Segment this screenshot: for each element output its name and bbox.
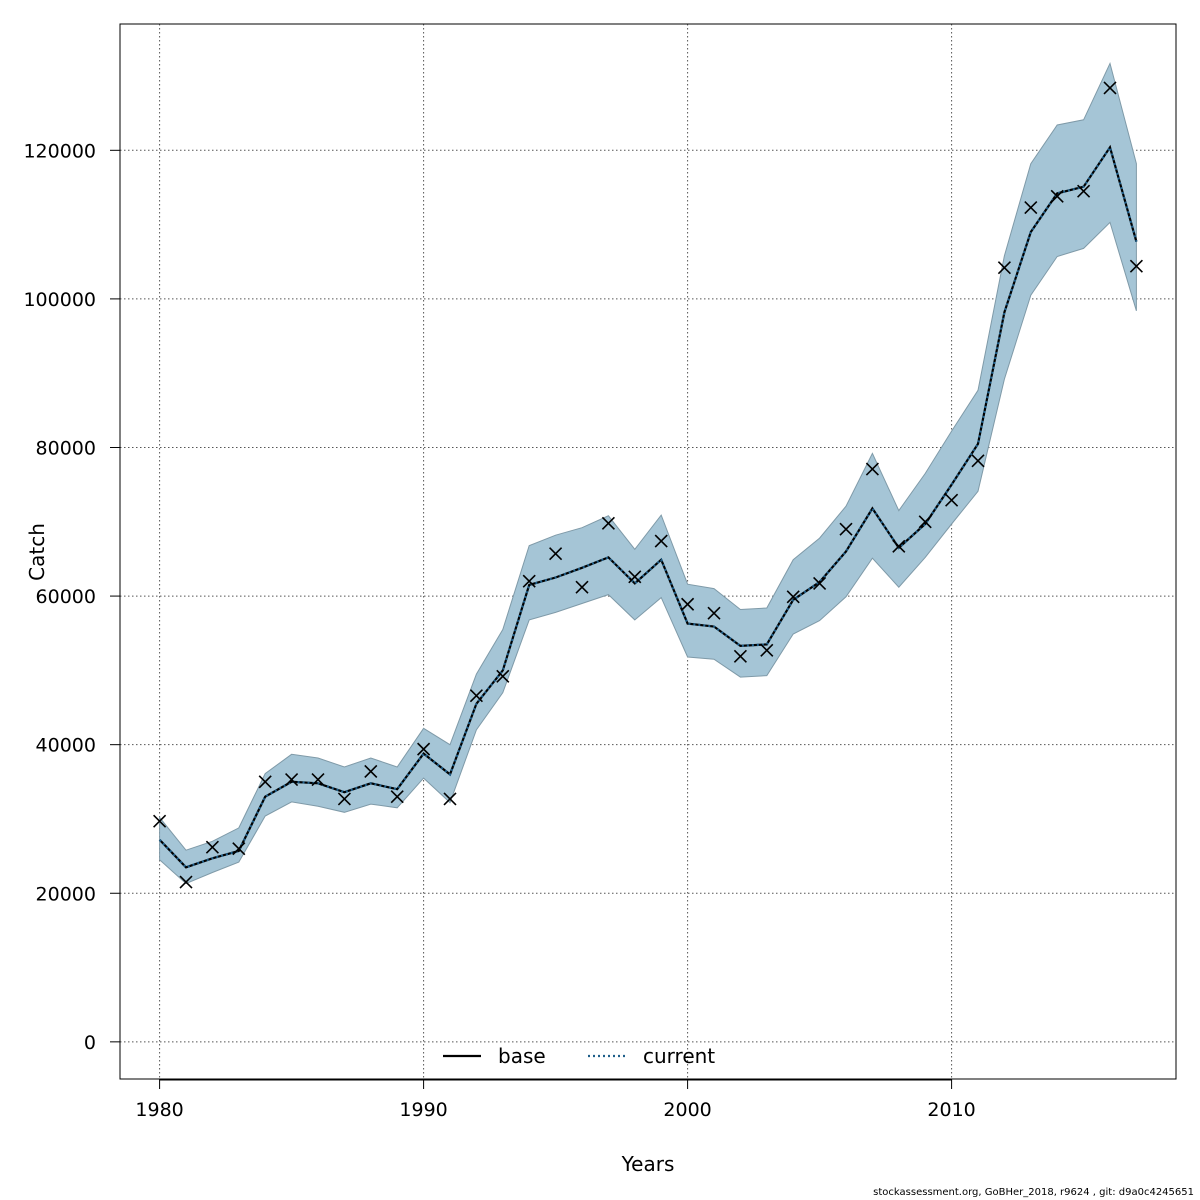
y-tick-label: 40000: [36, 735, 96, 757]
y-tick-label: 60000: [36, 586, 96, 608]
x-tick-label: 2010: [927, 1099, 975, 1121]
y-tick-label: 100000: [23, 289, 96, 311]
observed-point: [258, 775, 272, 789]
observed-point: [232, 842, 246, 856]
y-tick-label: 120000: [23, 140, 96, 162]
observed-point: [628, 570, 642, 584]
observed-markers: [153, 81, 1143, 889]
observed-point: [1077, 184, 1091, 198]
legend: base current: [443, 1044, 715, 1068]
x-axis-title: Years: [621, 1152, 675, 1176]
observed-point: [813, 576, 827, 591]
observed-point: [971, 454, 985, 468]
observed-point: [733, 649, 747, 663]
x-tick-label: 1980: [135, 1099, 183, 1121]
observed-point: [760, 643, 774, 657]
observed-point: [654, 534, 668, 548]
y-tick-label: 20000: [36, 883, 96, 905]
legend-label-base: base: [498, 1044, 546, 1068]
x-tick-label: 2000: [663, 1099, 711, 1121]
observed-point: [337, 792, 351, 806]
confidence-band: [159, 61, 1137, 885]
y-tick-label: 80000: [36, 437, 96, 459]
observed-point: [390, 790, 404, 804]
observed-point: [205, 840, 219, 854]
grid: [120, 24, 1176, 1079]
observed-point: [1050, 189, 1064, 203]
observed-point: [1103, 81, 1117, 95]
observed-point: [707, 606, 721, 620]
y-tick-label: 0: [84, 1032, 96, 1054]
axes: 1980 1990 2000 2010 0 20000 40000 60000 80000 100…: [23, 140, 975, 1121]
observed-point: [364, 764, 378, 778]
observed-point: [311, 773, 325, 787]
observed-point: [575, 580, 589, 594]
observed-point: [945, 493, 959, 507]
observed-point: [1024, 200, 1038, 215]
observed-point: [417, 742, 431, 756]
x-tick-label: 1990: [399, 1099, 447, 1121]
observed-point: [153, 814, 167, 828]
observed-point: [601, 516, 615, 530]
observed-point: [839, 522, 853, 536]
observed-point: [522, 574, 536, 588]
observed-point: [865, 462, 879, 476]
observed-point: [496, 669, 510, 683]
y-axis-title: Catch: [25, 523, 49, 581]
observed-point: [549, 547, 563, 561]
observed-point: [997, 261, 1011, 275]
observed-point: [285, 773, 299, 787]
observed-point: [469, 689, 483, 703]
observed-point: [786, 590, 800, 604]
observed-point: [892, 539, 906, 553]
footer-credit: stockassessment.org, GoBHer_2018, r9624 …: [873, 1187, 1194, 1198]
observed-point: [443, 792, 457, 806]
observed-point: [1129, 259, 1143, 273]
observed-point: [681, 597, 695, 611]
observed-point: [918, 515, 932, 529]
observed-point: [179, 875, 193, 889]
legend-label-current: current: [643, 1044, 715, 1068]
